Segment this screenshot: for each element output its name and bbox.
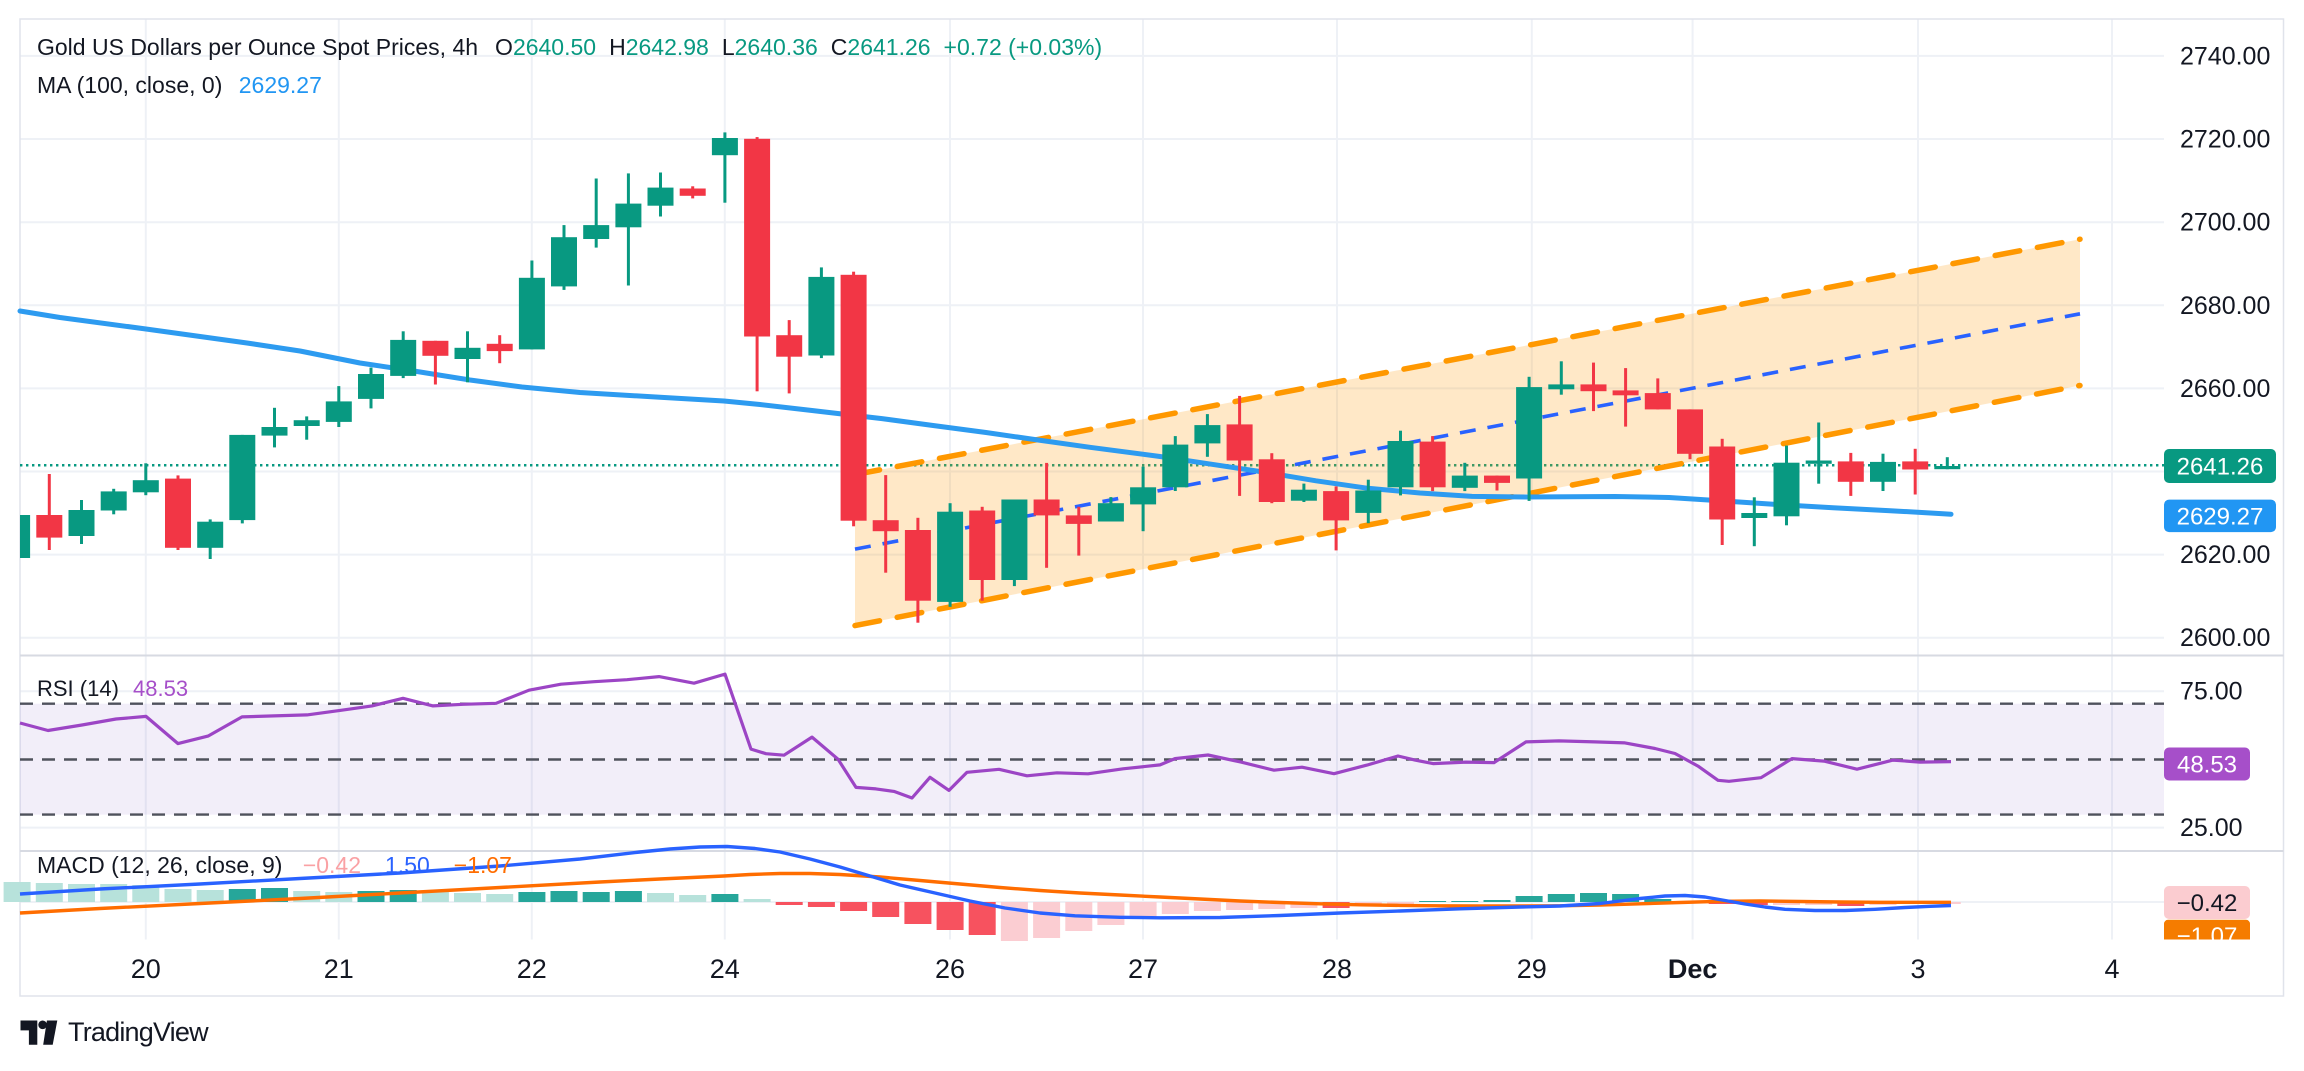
svg-text:2740.00: 2740.00 — [2180, 42, 2270, 70]
svg-text:29: 29 — [1517, 954, 1547, 984]
svg-text:2660.00: 2660.00 — [2180, 375, 2270, 403]
svg-text:2700.00: 2700.00 — [2180, 209, 2270, 237]
svg-text:2620.00: 2620.00 — [2180, 541, 2270, 569]
svg-text:21: 21 — [324, 954, 354, 984]
svg-text:−1.07: −1.07 — [2177, 923, 2238, 950]
svg-text:24: 24 — [710, 954, 740, 984]
svg-text:2600.00: 2600.00 — [2180, 624, 2270, 652]
svg-text:27: 27 — [1128, 954, 1158, 984]
svg-text:25.00: 25.00 — [2180, 814, 2243, 842]
svg-text:2680.00: 2680.00 — [2180, 292, 2270, 320]
svg-text:3: 3 — [1910, 954, 1925, 984]
svg-text:75.00: 75.00 — [2180, 678, 2243, 706]
svg-text:20: 20 — [131, 954, 161, 984]
svg-text:2720.00: 2720.00 — [2180, 126, 2270, 154]
svg-text:4: 4 — [2104, 954, 2119, 984]
svg-text:Gold US Dollars per Ounce Spot: Gold US Dollars per Ounce Spot Prices, 4… — [37, 34, 1102, 60]
svg-text:26: 26 — [935, 954, 965, 984]
svg-text:22: 22 — [517, 954, 547, 984]
svg-text:TradingView: TradingView — [68, 1017, 209, 1047]
svg-text:−0.42: −0.42 — [2177, 890, 2238, 917]
svg-text:Dec: Dec — [1668, 954, 1718, 984]
svg-text:RSI (14) 48.53: RSI (14) 48.53 — [37, 676, 188, 701]
svg-text:2629.27: 2629.27 — [2177, 504, 2264, 531]
svg-text:2641.26: 2641.26 — [2177, 454, 2264, 481]
svg-text:MA (100, close, 0) 2629.27: MA (100, close, 0) 2629.27 — [37, 72, 322, 98]
svg-text:48.53: 48.53 — [2177, 752, 2237, 779]
svg-text:28: 28 — [1322, 954, 1352, 984]
